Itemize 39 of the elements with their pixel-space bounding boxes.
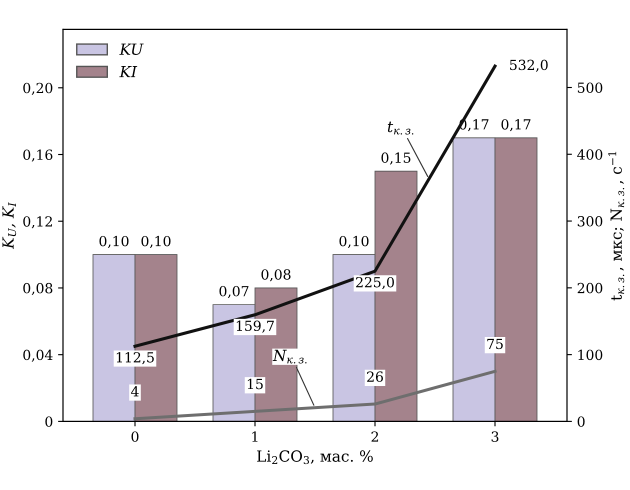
y-tick-label: 0 xyxy=(45,416,52,427)
y-tick-label: 0,12 xyxy=(23,216,52,228)
data-label: 0,08 xyxy=(261,269,291,282)
data-label: 15 xyxy=(248,378,263,390)
data-label: 532,0 xyxy=(510,60,548,72)
y2-tick-label: 0 xyxy=(578,416,585,427)
data-label: 0,07 xyxy=(219,286,248,298)
data-label: 0,10 xyxy=(141,236,171,248)
data-label: 0,15 xyxy=(381,152,410,165)
text: N$_{к.з.}$ xyxy=(272,350,307,364)
legend-label: KU xyxy=(119,44,144,55)
y-axis-title: K$_{U}$, K$_{I}$ xyxy=(2,202,16,250)
x-tick-label: 1 xyxy=(252,431,258,442)
y-tick-label: 0,16 xyxy=(23,149,52,162)
text: t$_{к.з.}$ xyxy=(388,122,414,135)
y-tick-label: 0,08 xyxy=(23,282,52,296)
line-series xyxy=(133,370,497,420)
y2-axis-title: t$_{к.з.}$, мкс; N$_{к.з.}$, с$^{−1}$ xyxy=(608,152,624,301)
data-label: 159,7 xyxy=(236,320,274,333)
data-label: 75 xyxy=(487,338,503,350)
y2-tick-label: 200 xyxy=(578,282,602,294)
y2-tick-label: 100 xyxy=(578,350,602,360)
y-tick-label: 0,04 xyxy=(23,350,53,362)
y2-tick-label: 400 xyxy=(577,149,602,160)
data-label: 4 xyxy=(131,386,139,396)
x-axis-title: Li$_{2}$CO$_{3}$, мас. % xyxy=(257,450,373,464)
x-tick-label: 2 xyxy=(372,431,378,442)
x-tick-label: 3 xyxy=(492,431,498,442)
data-label: 225,0 xyxy=(356,276,394,290)
data-label: 0,10 xyxy=(99,236,129,248)
y-tick-label: 0,20 xyxy=(23,82,52,95)
y2-tick-label: 300 xyxy=(578,216,602,227)
data-label: 26 xyxy=(367,371,383,382)
data-label: 112,5 xyxy=(116,352,154,364)
data-label: 0,17 xyxy=(501,119,530,132)
legend-label: KI xyxy=(119,66,138,78)
data-label: 0,10 xyxy=(339,236,369,248)
x-tick-label: 0 xyxy=(131,431,138,442)
y2-tick-label: 500 xyxy=(578,82,602,93)
